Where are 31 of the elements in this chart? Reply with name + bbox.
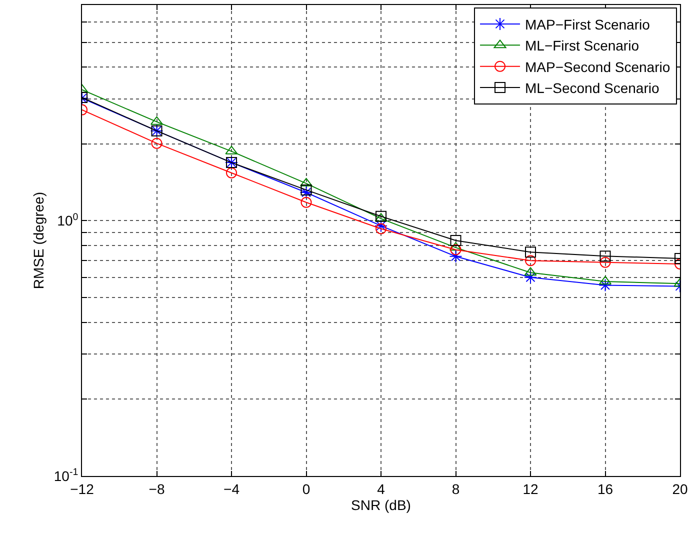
point xyxy=(450,244,462,256)
legend-label: MAP−Second Scenario xyxy=(525,58,670,75)
point xyxy=(300,184,312,196)
point xyxy=(300,196,312,208)
y-tick-label: 10$^{0}$ xyxy=(57,212,79,229)
point xyxy=(151,138,162,149)
point xyxy=(598,278,612,292)
x-tick-label: 4 xyxy=(377,480,386,497)
legend-label: ML−Second Scenario xyxy=(525,80,660,96)
x-tick-label: 8 xyxy=(452,480,460,497)
x-tick-label: 20 xyxy=(672,480,688,497)
x-tick-label: 16 xyxy=(597,480,614,497)
point xyxy=(525,246,536,258)
legend-label: ML−First Scenario xyxy=(525,38,640,54)
point xyxy=(226,167,237,178)
point xyxy=(600,256,611,268)
x-tick-label: −8 xyxy=(148,480,165,497)
x-tick-label: 0 xyxy=(302,480,310,497)
point xyxy=(300,186,313,199)
point xyxy=(524,270,537,284)
point xyxy=(374,219,388,232)
point xyxy=(376,223,386,234)
point xyxy=(450,234,462,246)
x-tick-label: 12 xyxy=(522,480,538,497)
legend-label: MAP−First Scenario xyxy=(525,16,650,32)
y-axis-title: RMSE (degree) xyxy=(30,192,47,290)
x-axis-title: SNR (dB) xyxy=(351,497,411,514)
x-tick-label: −4 xyxy=(224,480,240,497)
point xyxy=(600,250,611,262)
point xyxy=(525,255,536,266)
point xyxy=(449,250,462,263)
